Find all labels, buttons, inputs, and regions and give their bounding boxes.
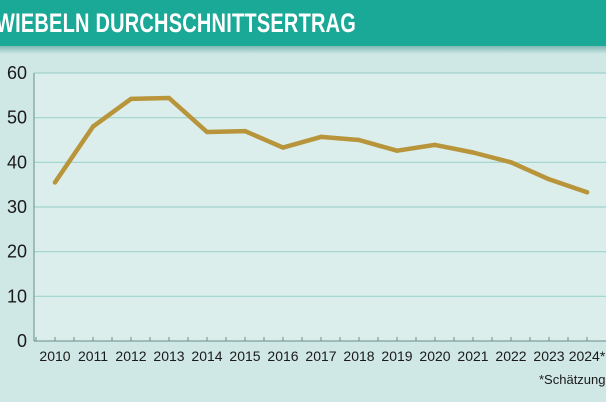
data-point (204, 129, 210, 135)
y-tick-label: 40 (7, 152, 27, 172)
data-point (546, 177, 552, 182)
x-tick-label: 2021 (457, 348, 488, 364)
series-layer (52, 95, 590, 195)
header-shadow (0, 46, 606, 54)
data-point (52, 180, 58, 185)
data-point (242, 128, 248, 134)
x-tick-label: 2018 (343, 348, 374, 364)
y-tick-label: 50 (7, 108, 27, 128)
y-tick-label: 30 (7, 197, 27, 217)
x-tick-label: 2022 (495, 348, 526, 364)
data-point (128, 96, 134, 102)
x-tick-label: 2023 (533, 348, 564, 364)
data-point (280, 145, 286, 150)
data-point (318, 134, 324, 140)
x-tick-label: 2024* (569, 348, 606, 364)
data-point (356, 137, 362, 143)
x-tick-label: 2011 (78, 348, 108, 364)
x-axis: 2010 2011 2012 2013 2014 2015 2016 2017 2018 2019… (33, 73, 606, 364)
data-point (166, 95, 172, 101)
data-point (508, 160, 514, 165)
x-tick-label: 2014 (191, 348, 222, 364)
y-tick-label: 10 (7, 286, 27, 306)
x-tick-label: 2020 (419, 348, 450, 364)
y-tick-label: 60 (7, 63, 27, 83)
x-tick-label: 2012 (115, 348, 146, 364)
x-tick-label: 2017 (305, 348, 336, 364)
x-tick-label: 2015 (229, 348, 260, 364)
x-tick-label: 2013 (153, 348, 184, 364)
chart-title: WIEBELN DURCHSCHNITTSERTRAG (0, 8, 357, 38)
x-tick-label: 2019 (381, 348, 412, 364)
y-tick-label: 20 (7, 242, 27, 262)
y-tick-label: 0 (17, 331, 27, 351)
y-axis: 0 10 20 30 40 50 60 (7, 63, 27, 351)
header-bar: WIEBELN DURCHSCHNITTSERTRAG (0, 0, 606, 46)
data-point (90, 124, 96, 129)
x-tick-label: 2016 (267, 348, 298, 364)
x-tick-label: 2010 (39, 348, 70, 364)
data-point (394, 148, 400, 153)
data-point (470, 150, 476, 155)
footnote: *Schätzung (539, 372, 606, 387)
data-point (432, 142, 438, 148)
data-point (584, 190, 590, 195)
